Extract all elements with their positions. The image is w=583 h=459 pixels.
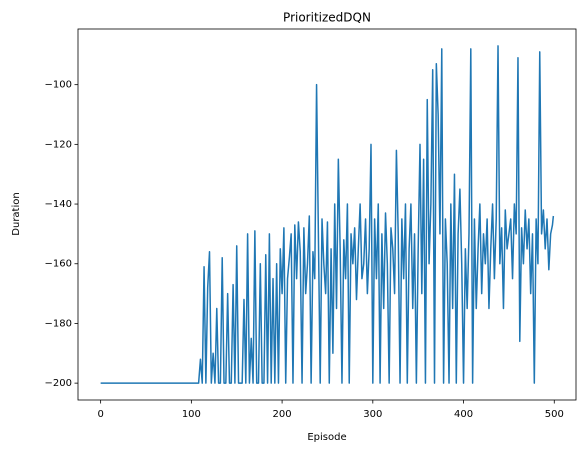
x-tick-label: 0 — [97, 409, 103, 420]
data-line — [100, 45, 555, 384]
y-tick-label: −180 — [45, 318, 72, 329]
x-tick-label: 200 — [273, 409, 292, 420]
plot-frame — [77, 28, 577, 401]
y-tick-label: −120 — [45, 139, 72, 150]
x-tick-label: 400 — [454, 409, 473, 420]
x-axis-label: Episode — [307, 432, 346, 443]
y-axis-label: Duration — [11, 192, 22, 235]
x-tick-label: 500 — [545, 409, 564, 420]
y-tick-label: −140 — [45, 199, 72, 210]
y-tick-label: −200 — [45, 378, 72, 389]
y-tick-label: −160 — [45, 259, 72, 270]
x-tick-label: 300 — [363, 409, 382, 420]
y-tick-label: −100 — [45, 80, 72, 91]
chart-title: PrioritizedDQN — [283, 11, 371, 25]
x-tick-label: 100 — [182, 409, 201, 420]
